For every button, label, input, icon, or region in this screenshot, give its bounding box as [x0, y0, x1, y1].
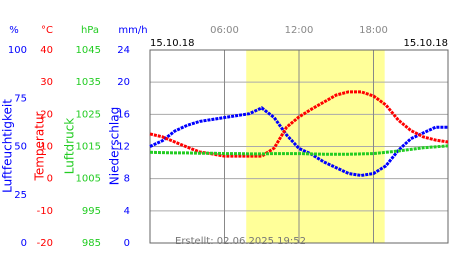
y-tick-label: 1005: [76, 174, 101, 185]
y-tick-label: 10: [40, 142, 53, 153]
x-tick-label: 18:00: [359, 25, 388, 36]
y-tick-label: 20: [117, 77, 130, 88]
y-tick-label: 1035: [76, 77, 101, 88]
y-tick-label: 100: [8, 45, 27, 56]
y-tick-label: 50: [14, 142, 27, 153]
y-tick-label: 30: [40, 77, 53, 88]
y-tick-label: 1025: [76, 109, 101, 120]
y-tick-label: 40: [40, 45, 53, 56]
axis-title: Temperatur: [33, 111, 47, 181]
y-tick-label: 24: [117, 45, 130, 56]
y-tick-label: -10: [37, 206, 53, 217]
y-tick-label: -20: [37, 238, 53, 249]
x-tick-label: 06:00: [210, 25, 239, 36]
series-line: [149, 144, 449, 156]
footer-note: Erstellt: 02.06.2025 19:52: [175, 236, 306, 247]
axis-title: Niederschlag: [108, 107, 122, 185]
start-date: 15.10.18: [150, 38, 195, 49]
y-tick-label: 20: [40, 109, 53, 120]
axis-title: Luftfeuchtigkeit: [1, 99, 15, 193]
x-tick-label: 12:00: [285, 25, 314, 36]
y-tick-label: 16: [117, 109, 130, 120]
axis-unit: hPa: [81, 25, 99, 36]
y-tick-label: 4: [124, 206, 130, 217]
y-tick-label: 0: [21, 238, 27, 249]
y-tick-label: 25: [14, 190, 27, 201]
axis-title: Luftdruck: [63, 118, 77, 175]
axis-unit: mm/h: [118, 25, 147, 36]
y-tick-label: 0: [47, 174, 53, 185]
axis-unit: %: [9, 25, 19, 36]
end-date: 15.10.18: [403, 38, 448, 49]
y-tick-label: 1015: [76, 142, 101, 153]
y-tick-label: 12: [117, 142, 130, 153]
y-tick-label: 8: [124, 174, 130, 185]
axis-unit: °C: [41, 25, 53, 36]
y-tick-label: 1045: [76, 45, 101, 56]
y-tick-label: 995: [82, 206, 101, 217]
y-tick-label: 985: [82, 238, 101, 249]
y-tick-label: 75: [14, 93, 27, 104]
y-tick-label: 0: [124, 238, 130, 249]
